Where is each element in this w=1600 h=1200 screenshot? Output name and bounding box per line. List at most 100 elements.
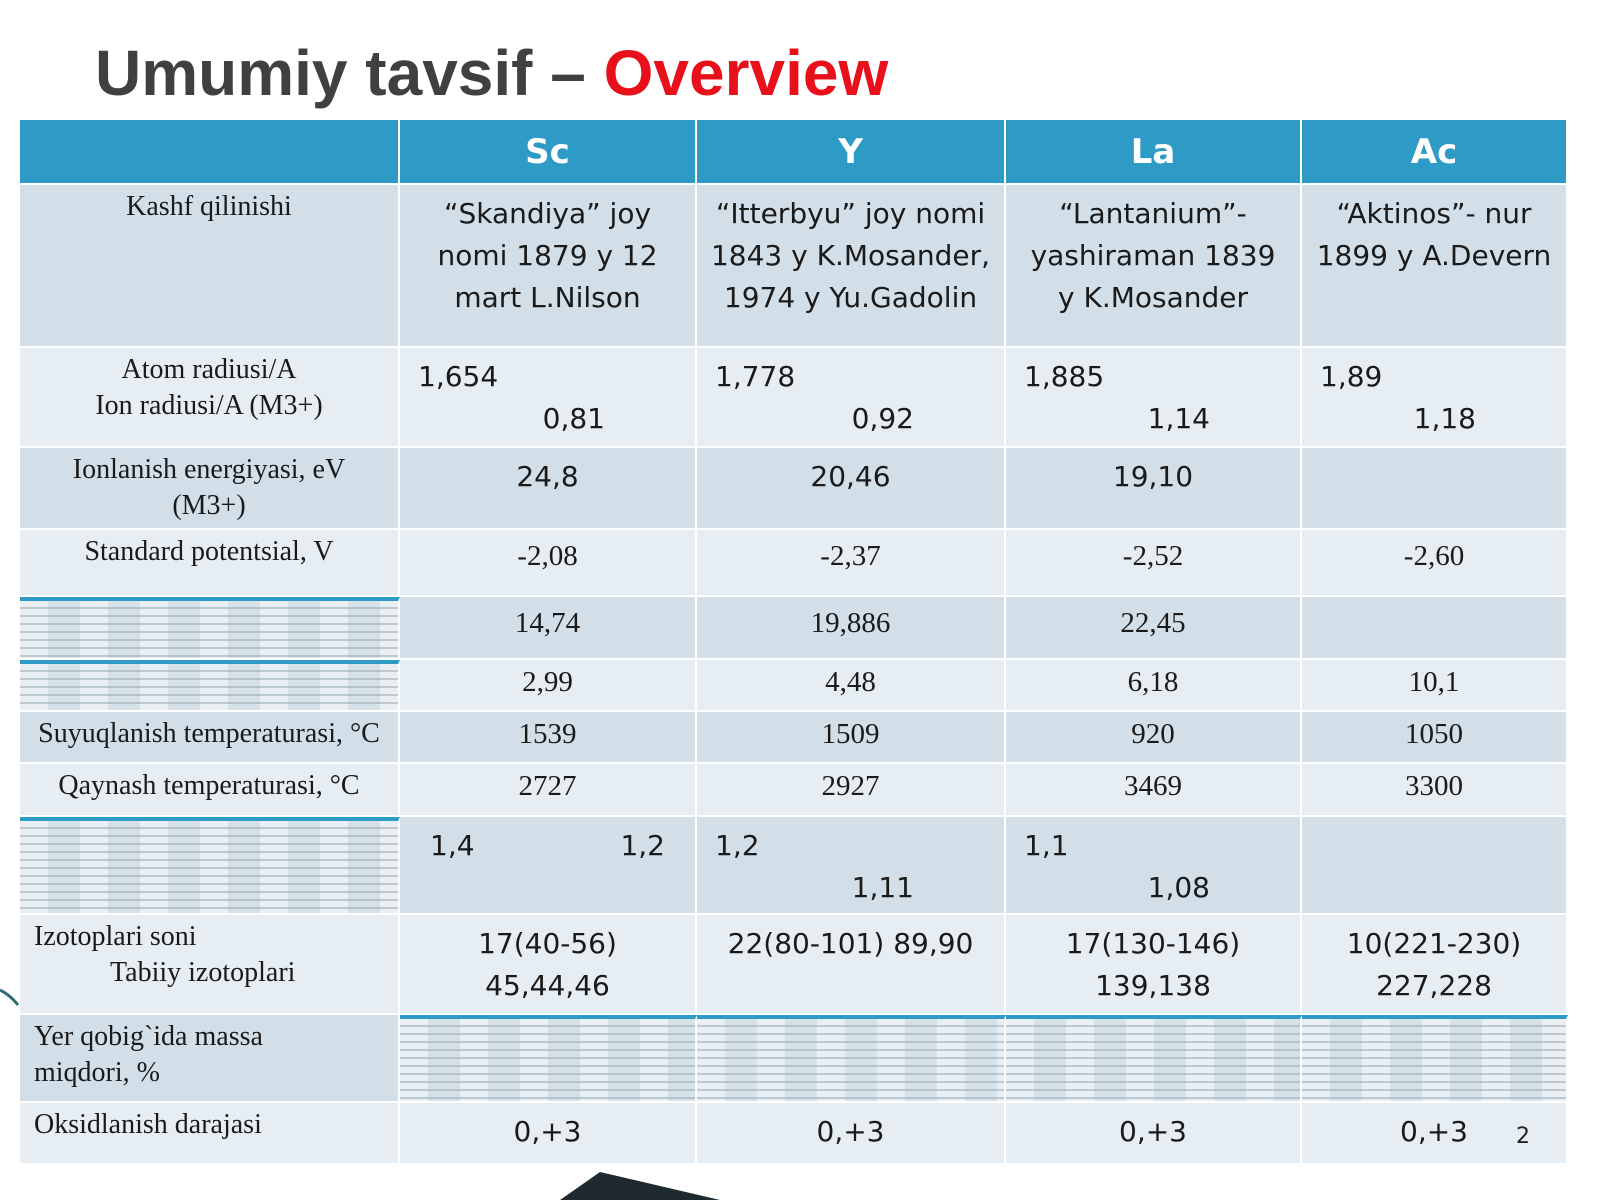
cell-line: 1,1 — [1024, 829, 1069, 862]
cell-line: 10(221-230) — [1346, 927, 1522, 960]
data-cell: 22,45 — [1006, 597, 1302, 660]
page-number: 2 — [1516, 1124, 1530, 1149]
cell-line: 1050 — [1405, 718, 1463, 750]
data-cell: 10,1 — [1302, 660, 1568, 712]
cell-line: 14,74 — [514, 607, 581, 639]
header-cell: Ac — [1302, 120, 1568, 185]
cell-line: Tabiiy izotoplari — [110, 957, 296, 988]
data-cell: 1,1 1,08 — [1006, 817, 1302, 915]
row-label: Suyuqlanish temperaturasi, °C — [20, 712, 400, 764]
cell-line: 1899 y A.Devern — [1316, 239, 1552, 272]
data-cell: 1,778 0,92 — [697, 348, 1006, 448]
row-label — [20, 660, 400, 712]
row-label: Qaynash temperaturasi, °C — [20, 764, 400, 817]
data-cell — [697, 1015, 1006, 1103]
curve — [0, 988, 20, 1006]
data-cell: 14,74 — [400, 597, 697, 660]
data-cell: 10(221-230) 227,228 — [1302, 915, 1568, 1015]
data-cell: 20,46 — [697, 448, 1006, 530]
cell-line: -2,08 — [517, 540, 578, 572]
data-cell — [1302, 817, 1568, 915]
cell-line: 1,654 — [418, 360, 499, 393]
cell-line: 1,4 — [430, 829, 475, 862]
cell-line: 1,885 — [1024, 360, 1105, 393]
cell-line: y K.Mosander — [1057, 281, 1249, 314]
data-cell: 17(130-146) 139,138 — [1006, 915, 1302, 1015]
cell-line: 0,+3 — [513, 1115, 582, 1148]
cell-line: 17(40-56) — [478, 927, 617, 960]
cell-line: 0,+3 — [1119, 1115, 1187, 1148]
cell-line: 4,48 — [825, 666, 876, 698]
cell-line: 1,11 — [851, 871, 914, 904]
data-cell: 3300 — [1302, 764, 1568, 817]
cell-line: 1974 y Yu.Gadolin — [723, 281, 978, 314]
header-cell: Sc — [400, 120, 697, 185]
cell-line: Izotoplari soni — [34, 921, 197, 952]
cell-line: 1539 — [518, 718, 577, 750]
cell-line: Ionlanish energiyasi, eV — [72, 454, 346, 485]
cell-line: 1,08 — [1147, 871, 1210, 904]
cell-line: Atom radiusi/A — [121, 354, 297, 385]
data-cell: “Aktinos”- nur 1899 y A.Devern — [1302, 185, 1568, 348]
cell-line: Oksidlanish darajasi — [34, 1109, 262, 1140]
data-cell: 3469 — [1006, 764, 1302, 817]
data-cell: “Lantanium”- yashiraman 1839 y K.Mosander — [1006, 185, 1302, 348]
slide-title: Umumiy tavsif – Overview — [95, 36, 888, 110]
cell-line: 1,2 — [715, 829, 760, 862]
cell-line: mart L.Nilson — [454, 281, 641, 314]
cell-line: 2,99 — [522, 666, 573, 698]
row-label: Oksidlanish darajasi — [20, 1103, 400, 1165]
data-cell: 22(80-101) 89,90 — [697, 915, 1006, 1015]
cell-line: 22(80-101) 89,90 — [727, 927, 974, 960]
cell-line: 1,778 — [715, 360, 796, 393]
data-cell — [400, 1015, 697, 1103]
data-cell: -2,37 — [697, 530, 1006, 597]
cell-line: 1843 y K.Mosander, — [710, 239, 991, 272]
header-cell: La — [1006, 120, 1302, 185]
data-cell: 0,+3 — [1302, 1103, 1568, 1165]
cell-line: “Itterbyu” joy nomi — [715, 197, 986, 230]
cell-line: Yer qobig`ida massa — [34, 1021, 263, 1052]
cell-line: 24,8 — [516, 460, 579, 493]
data-cell: 1,654 0,81 — [400, 348, 697, 448]
cell-line: 920 — [1131, 718, 1175, 750]
cell-line: Qaynash temperaturasi, °C — [58, 770, 360, 801]
data-cell: 17(40-56) 45,44,46 — [400, 915, 697, 1015]
data-cell: 1,2 1,11 — [697, 817, 1006, 915]
cell-line: 20,46 — [810, 460, 891, 493]
corner-wedge — [560, 1172, 720, 1200]
row-label — [20, 817, 400, 915]
cell-line: “Aktinos”- nur — [1336, 197, 1532, 230]
cell-line: 1,14 — [1147, 402, 1210, 435]
data-cell: “Skandiya” joy nomi 1879 y 12 mart L.Nilso… — [400, 185, 697, 348]
data-cell: 1,89 1,18 — [1302, 348, 1568, 448]
header-cell: Y — [697, 120, 1006, 185]
data-cell: 19,886 — [697, 597, 1006, 660]
cell-line: 1509 — [821, 718, 880, 750]
cell-line: -2,52 — [1122, 540, 1184, 572]
data-cell: -2,60 — [1302, 530, 1568, 597]
cell-line: 1,18 — [1413, 402, 1476, 435]
cell-line: 3469 — [1124, 770, 1182, 802]
data-cell: 1,885 1,14 — [1006, 348, 1302, 448]
cell-line: 0,81 — [542, 402, 605, 435]
data-cell: 24,8 — [400, 448, 697, 530]
data-cell: 6,18 — [1006, 660, 1302, 712]
data-cell: -2,52 — [1006, 530, 1302, 597]
data-cell: 0,+3 — [1006, 1103, 1302, 1165]
cell-line: 17(130-146) — [1065, 927, 1241, 960]
data-cell: 1050 — [1302, 712, 1568, 764]
header-cell — [20, 120, 400, 185]
cell-line: 1,89 — [1320, 360, 1383, 393]
data-cell: 920 — [1006, 712, 1302, 764]
cell-line: 0,92 — [851, 402, 914, 435]
data-cell — [1006, 1015, 1302, 1103]
cell-line: 2927 — [821, 770, 880, 802]
title-main: Umumiy tavsif – — [95, 37, 586, 109]
cell-line: 22,45 — [1120, 607, 1186, 639]
cell-line: -2,60 — [1403, 540, 1465, 572]
row-label: Yer qobig`ida massa miqdori, % — [20, 1015, 400, 1103]
cell-line: Kashf qilinishi — [126, 191, 292, 222]
data-cell: “Itterbyu” joy nomi 1843 y K.Mosander, 197… — [697, 185, 1006, 348]
row-label: Atom radiusi/A Ion radiusi/A (M3+) — [20, 348, 400, 448]
